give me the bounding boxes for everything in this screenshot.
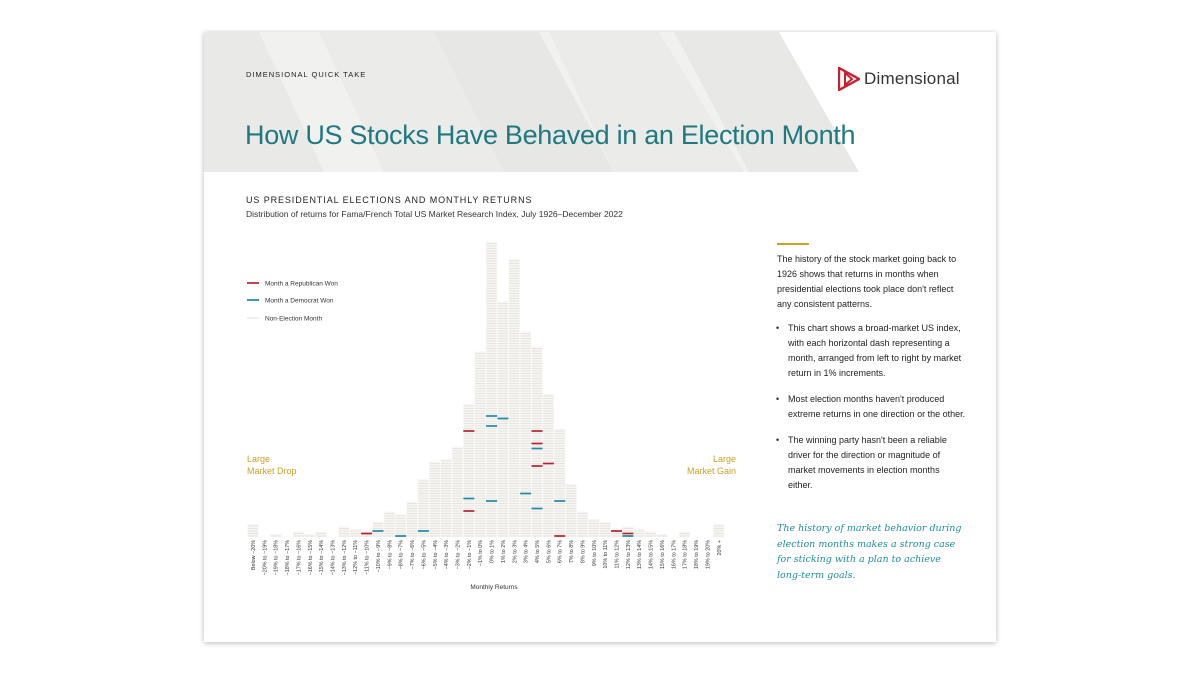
sidebar-accent-rule	[777, 243, 809, 245]
x-axis-label: Monthly Returns	[470, 584, 518, 591]
x-tick-label: 15% to 16%	[660, 540, 666, 569]
x-tick-label: −7% to −6%	[410, 540, 416, 570]
x-tick-label: −2% to −1%	[467, 540, 473, 570]
bar-column	[406, 501, 418, 537]
x-tick-label: −6% to −5%	[421, 540, 427, 570]
legend-label: Month a Democrat Won	[265, 297, 334, 304]
bar-column	[429, 461, 441, 537]
x-tick-label: 14% to 15%	[649, 540, 655, 569]
header-banner	[204, 32, 996, 172]
x-tick-label: −11% to −10%	[365, 540, 371, 575]
x-tick-label: 7% to 8%	[569, 540, 575, 563]
x-tick-label: −4% to −3%	[444, 540, 450, 570]
bar-column	[485, 241, 498, 537]
sidebar-intro: The history of the stock market going ba…	[777, 254, 957, 309]
closing-statement: The history of market behavior during el…	[777, 523, 962, 581]
x-tick-label: 9% to 10%	[592, 540, 598, 566]
bar-column	[372, 521, 384, 537]
brand-name: Dimensional	[864, 69, 960, 88]
bar-column	[474, 351, 486, 537]
bar-column	[451, 446, 464, 537]
x-tick-label: −13% to −12%	[342, 540, 348, 576]
legend-label: Month a Republican Won	[265, 280, 338, 287]
x-tick-label: 1% to 2%	[501, 540, 507, 563]
bar-column	[576, 511, 589, 537]
returns-distribution-chart: Below −20% −20% to −19% −19% to −18% −18% t…	[247, 241, 736, 591]
x-tick-label: −20% to −19%	[262, 540, 268, 576]
bar-column	[679, 531, 691, 537]
x-tick-label: 18% to 19%	[694, 540, 700, 569]
x-tick-label: 4% to 5%	[535, 540, 541, 563]
x-tick-label: −10% to −9%	[376, 540, 382, 573]
dimensional-logo: Dimensional	[838, 67, 960, 91]
x-tick-label: Below −20%	[251, 540, 257, 570]
page-title: How US Stocks Have Behaved in an Electio…	[245, 120, 856, 150]
x-tick-label: 16% to 17%	[671, 540, 677, 569]
large-market-gain-label: Large	[713, 454, 736, 464]
bar-column	[383, 511, 395, 537]
x-tick-label: −3% to −2%	[455, 540, 461, 570]
x-tick-label: −15% to −14%	[319, 540, 325, 576]
dimensional-logo-icon	[838, 67, 860, 91]
x-tick-label: 11% to 12%	[615, 540, 621, 569]
x-tick-label: 0% to 1%	[490, 540, 496, 563]
x-tick-label: 13% to 14%	[637, 540, 643, 569]
sidebar-bullets: This chart shows a broad-market US index…	[776, 321, 966, 504]
x-tick-label: 10% to 11%	[603, 540, 609, 569]
x-tick-label: −12% to −11%	[353, 540, 359, 575]
bar-column	[531, 346, 543, 537]
x-tick-label: −16% to −15%	[308, 540, 314, 576]
x-tick-label: −5% to −4%	[433, 540, 439, 570]
x-tick-label: 12% to 13%	[626, 540, 632, 569]
bar-column	[315, 531, 327, 537]
x-tick-label: 20% +	[717, 540, 723, 555]
bullet-item: This chart shows a broad-market US index…	[776, 321, 966, 381]
bar-column	[599, 521, 611, 537]
kicker-label: DIMENSIONAL QUICK TAKE	[246, 70, 367, 79]
bar-column	[645, 531, 657, 537]
x-tick-label: −9% to −8%	[387, 540, 393, 570]
legend-label: Non-Election Month	[265, 315, 322, 322]
bullet-item: The winning party hasn't been a reliable…	[776, 433, 966, 493]
x-tick-label: 5% to 6%	[546, 540, 552, 563]
x-tick-label: −14% to −13%	[331, 540, 337, 576]
x-tick-label: 2% to 3%	[512, 540, 518, 563]
bar-column	[520, 331, 532, 537]
large-market-drop-label: Market Drop	[247, 466, 297, 476]
bar-column	[338, 526, 350, 537]
bullet-item: Most election months haven't produced ex…	[776, 392, 966, 422]
bar-column	[622, 526, 634, 537]
x-tick-label: 19% to 20%	[705, 540, 711, 569]
chart-subtitle: Distribution of returns for Fama/French …	[246, 209, 623, 219]
bar-column	[292, 531, 305, 537]
large-market-drop-label: Large	[247, 454, 270, 464]
x-tick-label: −18% to −17%	[285, 540, 291, 576]
x-tick-label: −19% to −18%	[274, 540, 280, 576]
x-tick-label: 3% to 4%	[524, 540, 530, 563]
x-tick-label: −17% to −16%	[296, 540, 302, 576]
x-tick-label: −1% to 0%	[478, 540, 484, 566]
chart-title: US PRESIDENTIAL ELECTIONS AND MONTHLY RE…	[246, 195, 533, 205]
document-page: DIMENSIONAL QUICK TAKE Dimensional How U…	[204, 32, 996, 642]
x-tick-label: −8% to −7%	[399, 540, 405, 570]
x-tick-label: 17% to 18%	[683, 540, 689, 569]
x-tick-label: 6% to 7%	[558, 540, 564, 563]
x-tick-label: 8% to 9%	[580, 540, 586, 563]
large-market-gain-label: Market Gain	[687, 466, 736, 476]
